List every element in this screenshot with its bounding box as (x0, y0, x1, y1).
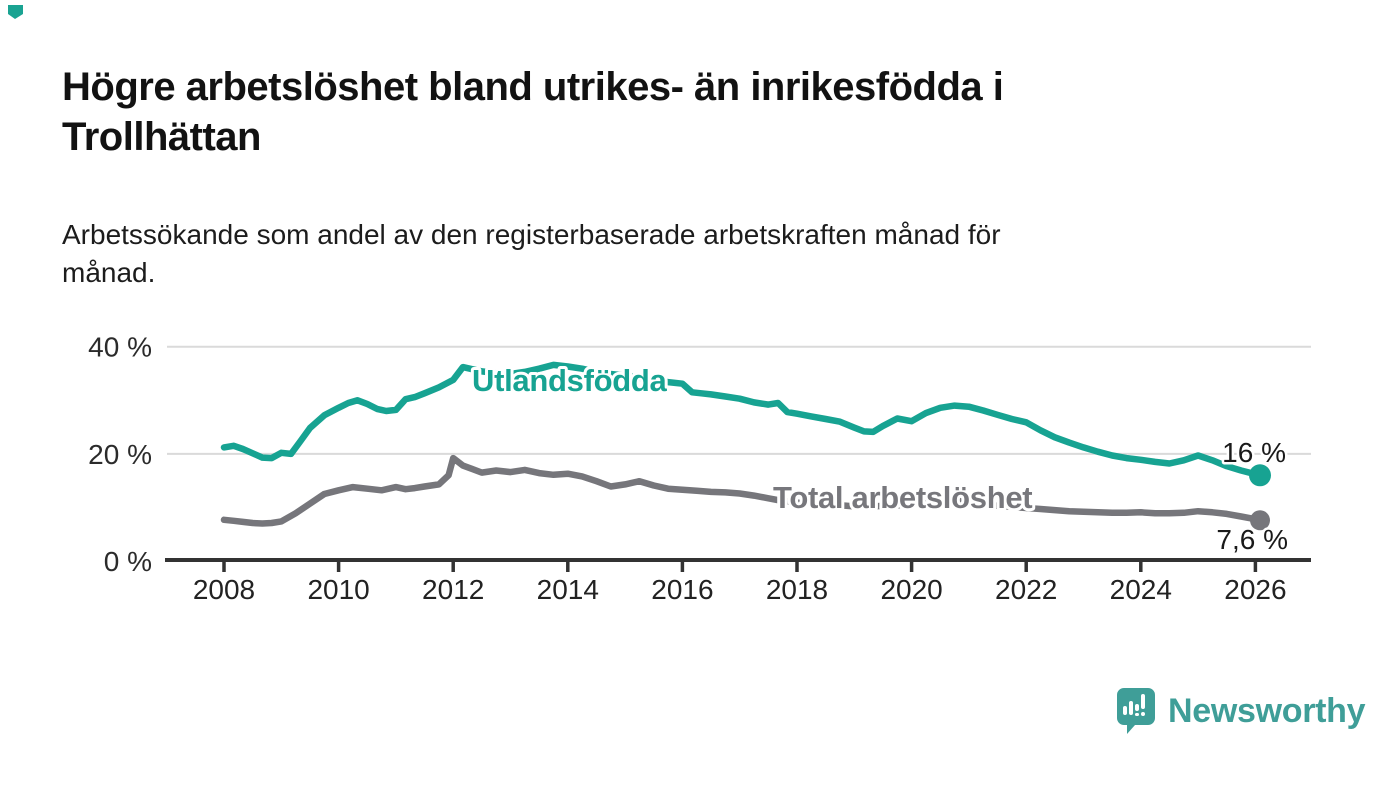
x-tick-label: 2012 (422, 574, 484, 605)
y-tick-label: 40 % (88, 332, 152, 363)
chart-title-line2: Trollhättan (62, 115, 261, 159)
series-end-dot-total (1250, 510, 1270, 531)
newsworthy-logo-text: Newsworthy (1168, 692, 1366, 730)
chart-subtitle: Arbetssökande som andel av den registerb… (62, 216, 1302, 292)
series-line-total (220, 454, 1264, 527)
newsworthy-logo: Newsworthy (1116, 686, 1366, 736)
chart-title-line1: Högre arbetslöshet bland utrikes- än inr… (62, 65, 1004, 109)
x-tick-label: 2008 (193, 574, 255, 605)
bar-chart-glyph (1123, 694, 1145, 716)
x-tick-label: 2024 (1110, 574, 1172, 605)
chart-subtitle-line2: månad. (62, 257, 156, 288)
series-label-total: Total arbetslöshet (773, 480, 1032, 515)
x-tick-label: 2018 (766, 574, 828, 605)
x-tick-label: 2026 (1224, 574, 1286, 605)
corner-brand-mark (8, 5, 23, 19)
x-tick-label: 2010 (307, 574, 369, 605)
newsworthy-logo-icon (1117, 688, 1155, 734)
chart-subtitle-line1: Arbetssökande som andel av den registerb… (62, 219, 1001, 250)
end-value-label-total: 7,6 % (1216, 524, 1288, 555)
series-label-utlandsfodda: Utlandsfödda (472, 363, 668, 398)
x-tick-label: 2016 (651, 574, 713, 605)
x-tick-label: 2020 (880, 574, 942, 605)
chart-title: Högre arbetslöshet bland utrikes- än inr… (62, 62, 1262, 162)
end-value-label-utlandsfodda: 16 % (1222, 437, 1286, 468)
x-tick-label: 2014 (537, 574, 599, 605)
y-tick-label: 20 % (88, 439, 152, 470)
y-tick-label: 0 % (104, 546, 152, 577)
series-end-dot-utlandsfodda (1249, 464, 1271, 487)
x-tick-label: 2022 (995, 574, 1057, 605)
speech-bubble-shape (1117, 688, 1155, 734)
series-line-utlandsfodda (220, 361, 1264, 479)
